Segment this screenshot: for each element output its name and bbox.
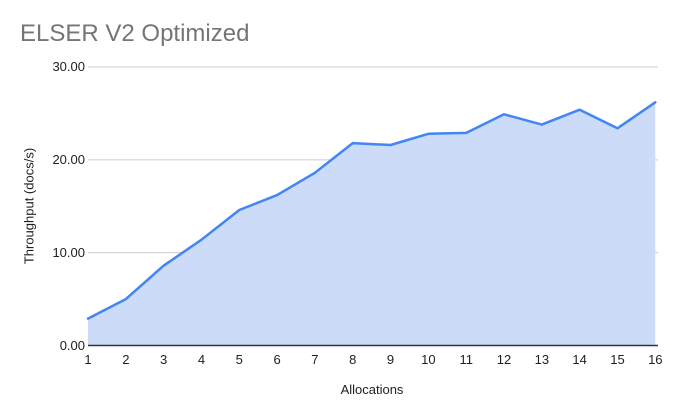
x-tick-label: 14 [572,352,587,367]
y-tick-label: 10.00 [52,244,85,260]
y-axis-title: Throughput (docs/s) [21,147,37,265]
x-tick-label: 6 [273,352,281,367]
area-fill [88,102,656,346]
x-tick-label: 4 [197,352,206,367]
data-line [86,101,657,320]
x-tick-label: 1 [84,352,92,367]
x-axis-title: Allocations [340,382,404,397]
x-tick-label: 9 [386,352,395,367]
x-tick-label: 7 [311,352,319,367]
x-tick-label: 13 [534,352,550,367]
chart-title: ELSER V2 Optimized [20,20,250,47]
y-tick-label: 30.00 [52,59,85,74]
x-tick-label: 3 [160,352,168,367]
y-tick-label: 20.00 [52,151,85,167]
x-tick-label: 10 [421,352,436,367]
x-tick-label: 12 [496,352,512,367]
x-tick-label: 16 [648,352,663,367]
x-tick-label: 15 [610,352,625,367]
x-tick-label: 2 [122,352,130,367]
x-tick-label: 8 [349,352,357,367]
y-tick-label: 0.00 [59,337,85,353]
x-tick-label: 5 [235,352,243,367]
x-tick-label: 11 [459,352,473,367]
